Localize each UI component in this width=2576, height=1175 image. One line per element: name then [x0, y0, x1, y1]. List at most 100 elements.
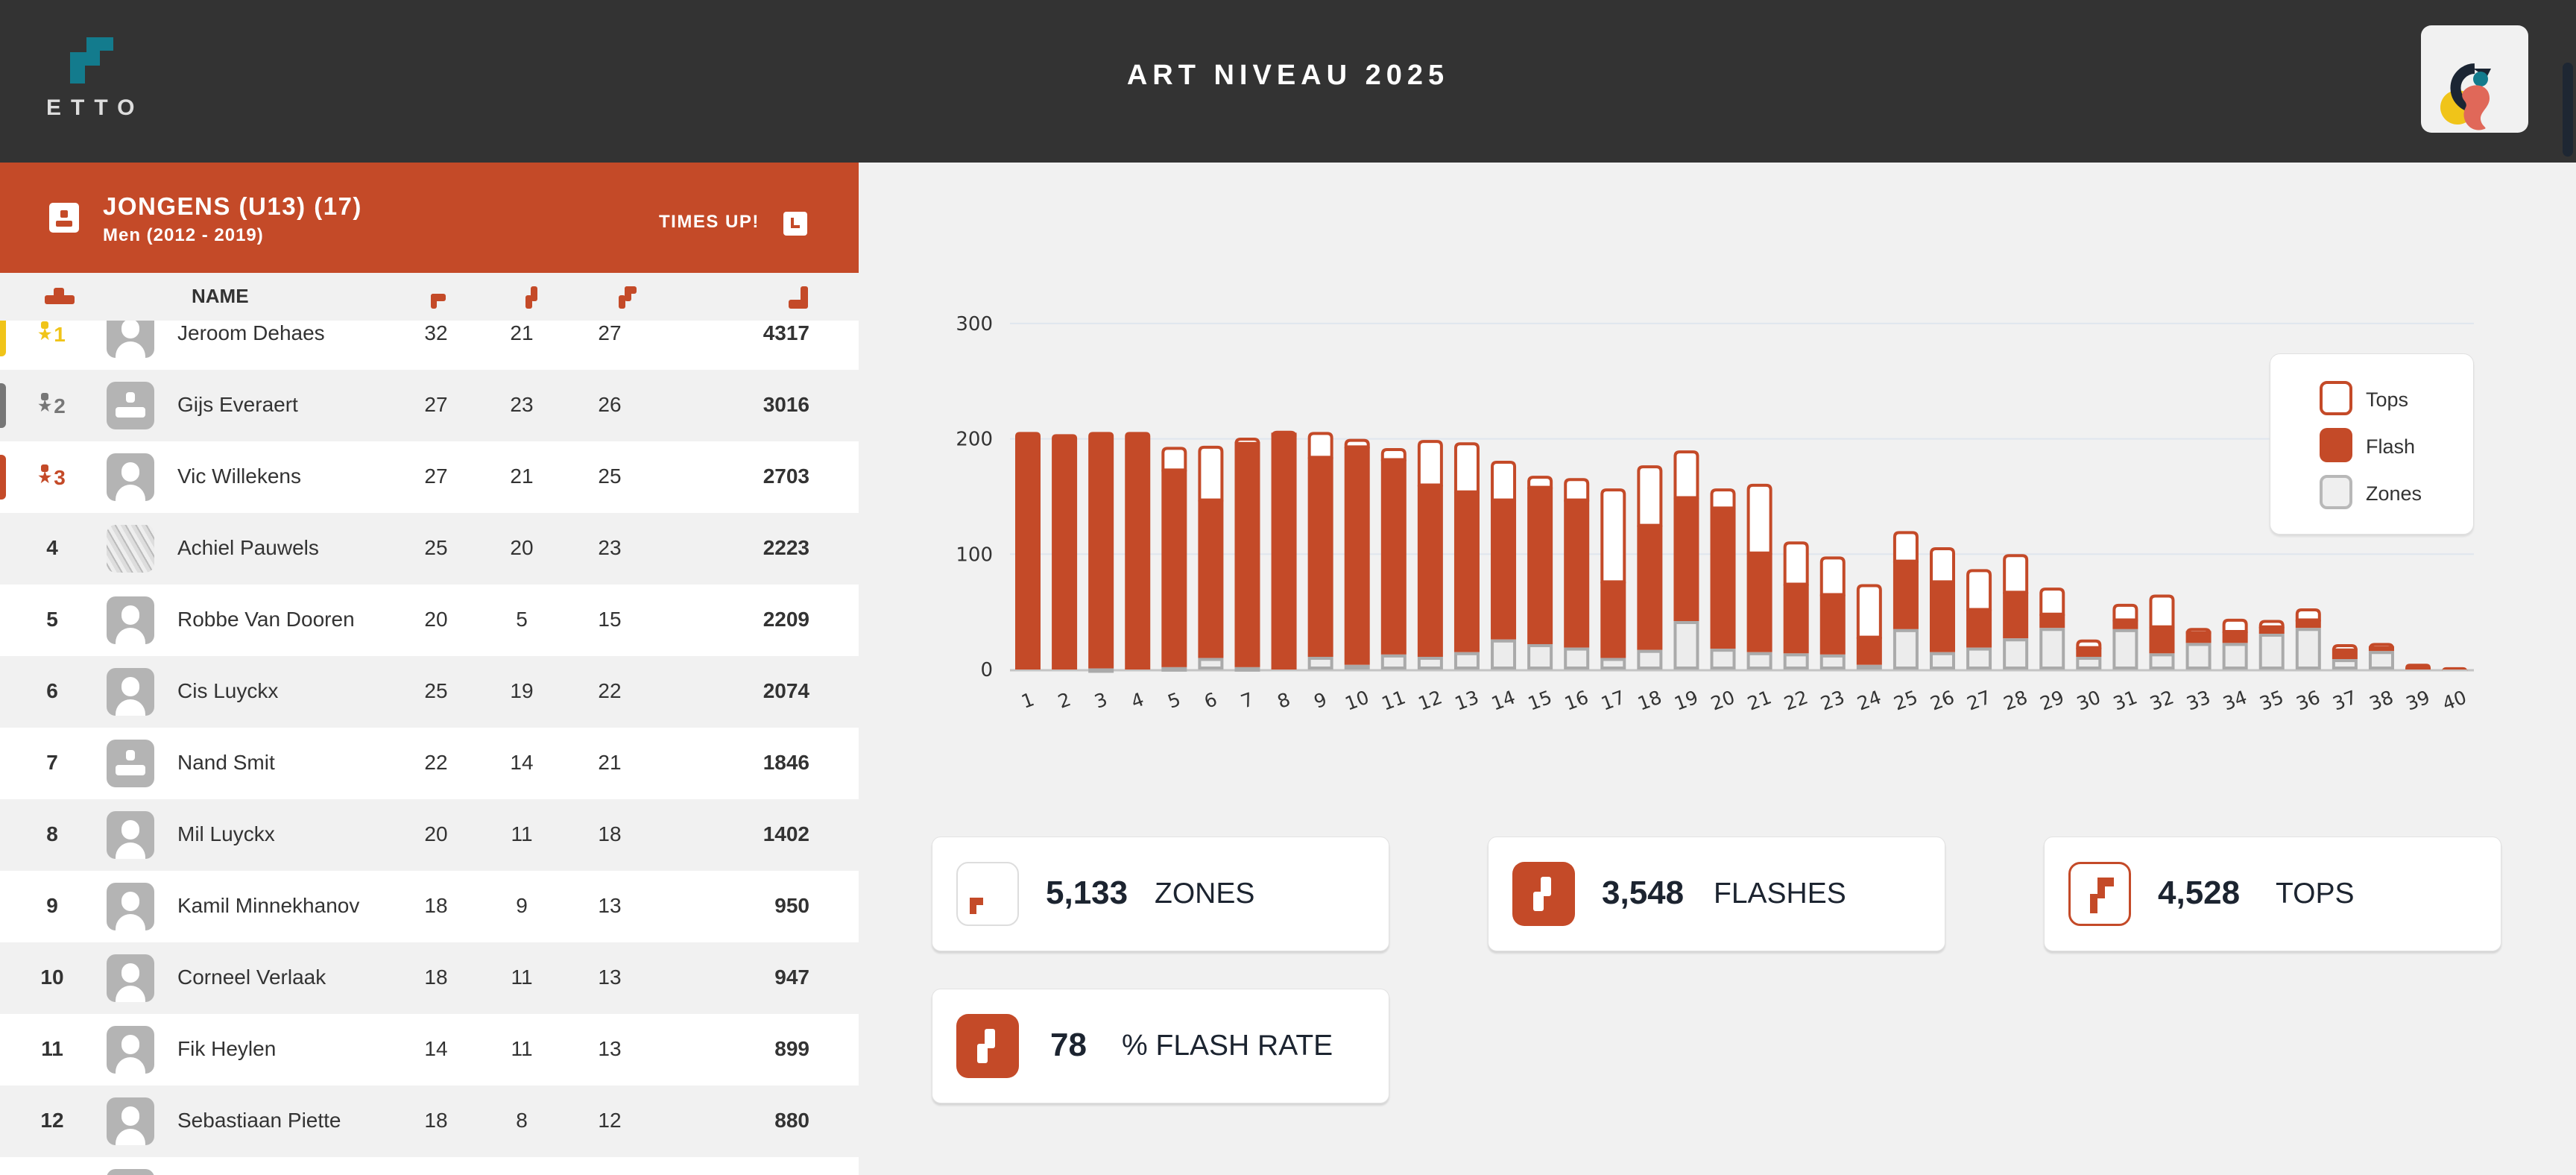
logo-text: ETTO [46, 95, 145, 120]
tops-count: 18 [598, 822, 622, 845]
flash-bar [2112, 620, 2138, 629]
legend-item-tops[interactable]: Tops [2320, 381, 2469, 415]
zones-bar [1380, 654, 1407, 670]
zones-count: 25 [424, 536, 448, 559]
athlete-name: Gijs Everaert [177, 393, 298, 416]
tops-count: 13 [598, 1037, 622, 1060]
leaderboard-panel: JONGENS (U13) (17) Men (2012 - 2019) TIM… [0, 163, 859, 1175]
flash-bar [2185, 632, 2212, 643]
tops-bar [1710, 488, 1736, 510]
avatar [107, 954, 154, 1002]
stat-label: % FLASH RATE [1122, 1030, 1333, 1062]
zones-count: 20 [424, 822, 448, 845]
timer-status: TIMES UP! [659, 212, 760, 232]
score: 947 [774, 965, 809, 989]
x-tick-label: 24 [1854, 686, 1884, 714]
table-row[interactable]: 12 Sebastiaan Piette 18 8 12 880 [0, 1086, 859, 1157]
tops-bar [1453, 442, 1480, 494]
flashes-count: 5 [516, 608, 528, 631]
tops-bar [1746, 483, 1772, 555]
tops-bar [1966, 569, 1992, 611]
name-header: NAME [192, 285, 249, 307]
avatar [107, 596, 154, 644]
table-row[interactable]: 9 Kamil Minnekhanov 18 9 13 950 [0, 871, 859, 942]
partner-logo[interactable] [2421, 25, 2528, 133]
table-row[interactable]: 5 Robbe Van Dooren 20 5 15 2209 [0, 585, 859, 656]
tops-bar [2295, 608, 2321, 622]
scrollbar[interactable] [2563, 63, 2573, 157]
score: 2223 [763, 536, 809, 559]
tops-count: 15 [598, 608, 622, 631]
table-row[interactable]: 6 Cis Luyckx 25 19 22 2074 [0, 656, 859, 728]
flash-bar [1892, 561, 1919, 629]
stat-label: TOPS [2276, 878, 2355, 910]
legend-item-zones[interactable]: Zones [2320, 475, 2469, 509]
flash-bar [1527, 487, 1553, 644]
zones-count: 25 [424, 679, 448, 702]
stat-value: 3,548 [1602, 875, 1685, 911]
tops-bar [2332, 643, 2358, 652]
tops-bar [1819, 556, 1846, 596]
flash-bar [1125, 432, 1151, 670]
table-row[interactable]: 3 Vic Willekens 27 21 25 2703 [0, 441, 859, 513]
tops-bar [2003, 554, 2029, 594]
tops-bar [2076, 639, 2102, 649]
tops-bar [1930, 547, 1955, 584]
x-tick-label: 4 [1128, 688, 1147, 713]
y-tick-label: 0 [980, 659, 993, 681]
x-tick-label: 38 [2367, 686, 2396, 714]
score: 880 [774, 1109, 809, 1132]
medal-icon [38, 464, 51, 487]
table-row[interactable]: 10 Corneel Verlaak 18 11 13 947 [0, 942, 859, 1014]
x-tick-label: 35 [2257, 686, 2287, 714]
category-header: JONGENS (U13) (17) Men (2012 - 2019) TIM… [0, 163, 859, 273]
flash-bar [1930, 582, 1955, 652]
score: 3016 [763, 393, 809, 416]
tops-bar [1564, 478, 1590, 502]
tops-icon [2068, 862, 2131, 926]
avatar [107, 382, 154, 429]
tops-count: 21 [598, 751, 622, 774]
flash-bar [1271, 434, 1297, 670]
flash-swatch [2320, 428, 2352, 462]
tops-count: 27 [598, 321, 622, 344]
zones-bar [2295, 628, 2321, 670]
table-header: NAME [0, 273, 859, 321]
zones-bar [1161, 667, 1187, 672]
zones-bar [1673, 621, 1699, 670]
legend-item-flash[interactable]: Flash [2320, 428, 2469, 462]
flash-bar [2258, 626, 2285, 634]
tops-bar [1856, 584, 1882, 639]
table-row[interactable]: 8 Mil Luyckx 20 11 18 1402 [0, 799, 859, 871]
tops-count: 13 [598, 965, 622, 989]
zones-bar [1600, 658, 1626, 670]
athlete-name: Cis Luyckx [177, 679, 279, 702]
zones-icon [956, 862, 1019, 926]
tops-bar [1527, 476, 1553, 489]
x-tick-label: 15 [1525, 686, 1555, 714]
x-tick-label: 10 [1342, 686, 1372, 714]
zones-bar [1966, 647, 1992, 670]
table-row[interactable]: 7 Nand Smit 22 14 21 1846 [0, 728, 859, 799]
table-row[interactable]: 11 Fik Heylen 14 11 13 899 [0, 1014, 859, 1086]
flash-bar [1491, 500, 1517, 640]
tops-bar [1892, 531, 1919, 563]
category-icon [49, 203, 79, 233]
tops-bar [1198, 445, 1224, 502]
x-tick-label: 3 [1092, 688, 1111, 713]
rank: 9 [46, 894, 58, 917]
table-row[interactable]: 4 Achiel Pauwels 25 20 23 2223 [0, 513, 859, 585]
zones-count: 18 [424, 965, 448, 989]
flash-bar [2003, 592, 2029, 639]
avatar [107, 883, 154, 930]
legend-label: Flash [2366, 435, 2416, 458]
flashes-count: 21 [510, 464, 534, 488]
athlete-name: Mil Luyckx [177, 822, 275, 845]
zones-bar [1930, 652, 1955, 670]
table-row[interactable]: 2 Gijs Everaert 27 23 26 3016 [0, 370, 859, 441]
score: 2703 [763, 464, 809, 488]
table-row[interactable] [0, 1157, 859, 1175]
score: 899 [774, 1037, 809, 1060]
flashes-count: 8 [516, 1109, 528, 1132]
flashes-count: 14 [510, 751, 534, 774]
